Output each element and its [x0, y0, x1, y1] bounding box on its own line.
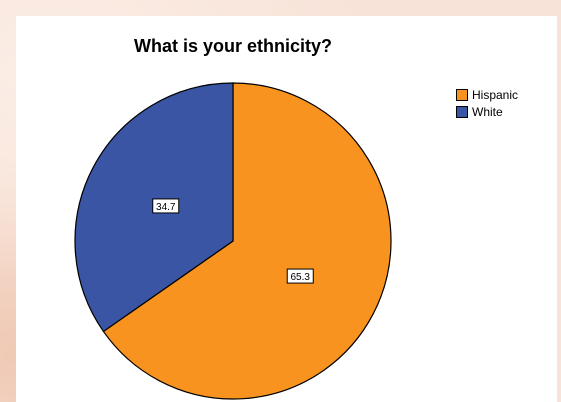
chart-panel: What is your ethnicity? 65.3 34.7 Hispani… [16, 16, 557, 402]
legend-label-white: White [472, 104, 503, 119]
legend-label-hispanic: Hispanic [472, 87, 519, 102]
pie-chart: 65.3 34.7 [74, 82, 392, 400]
legend-item-white: White [456, 103, 518, 120]
chart-legend: Hispanic White [456, 86, 518, 120]
legend-swatch-hispanic [456, 88, 468, 101]
svg-text:34.7: 34.7 [156, 202, 176, 213]
svg-text:65.3: 65.3 [291, 272, 311, 283]
data-label-hispanic: 65.3 [286, 268, 314, 284]
data-label-white: 34.7 [152, 198, 180, 214]
pie-slice-hispanic [102, 82, 392, 400]
chart-title: What is your ethnicity? [133, 36, 333, 56]
legend-swatch-white [456, 105, 468, 118]
legend-item-hispanic: Hispanic [456, 86, 518, 103]
